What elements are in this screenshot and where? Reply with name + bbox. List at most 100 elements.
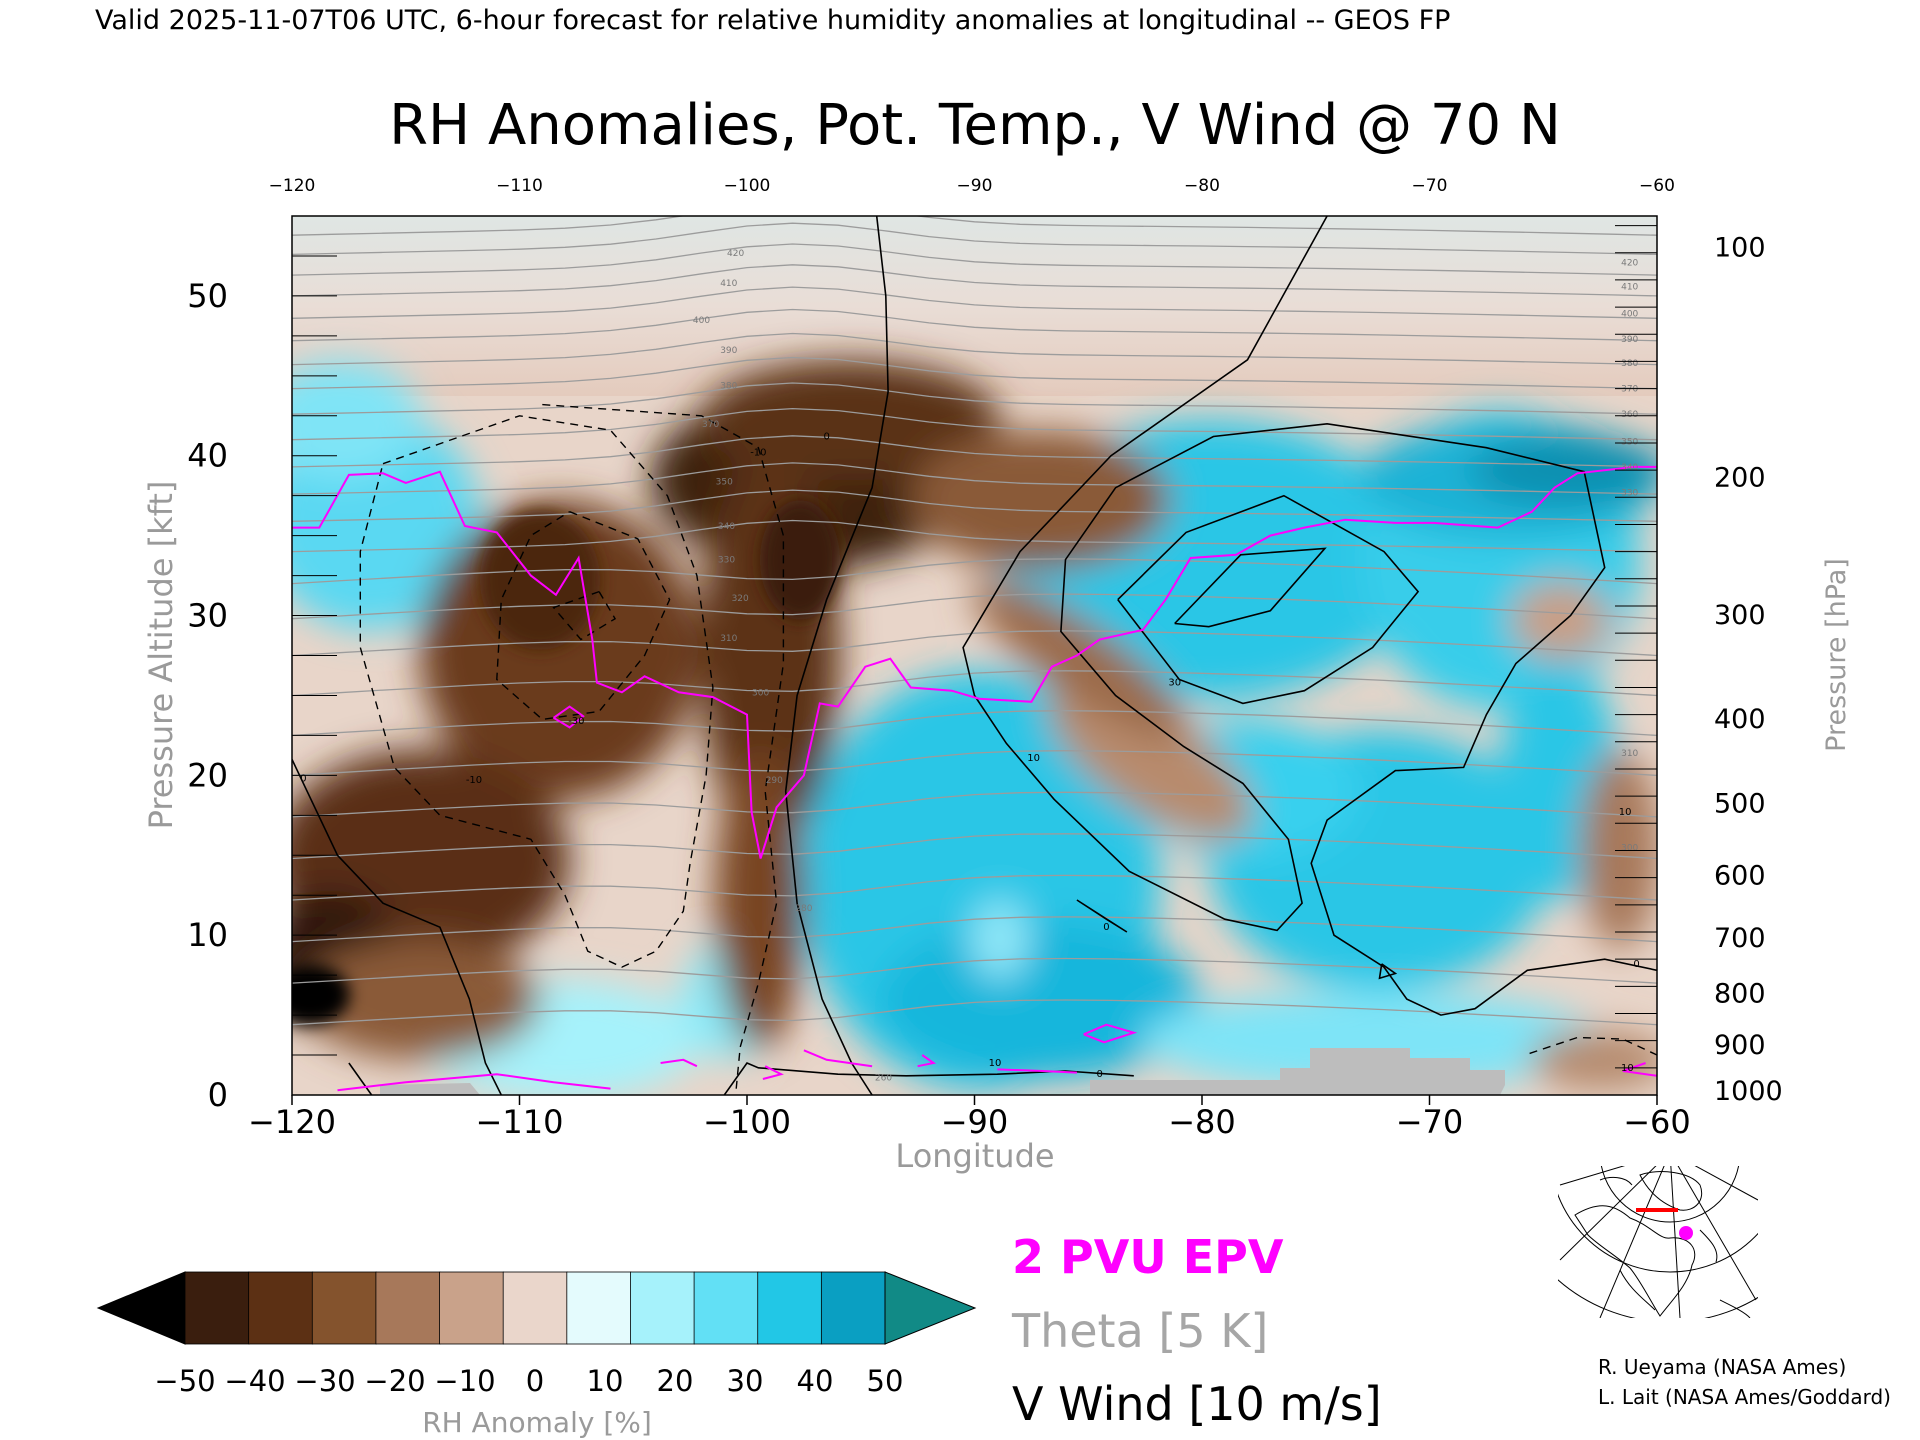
y-tick-label: 40 bbox=[187, 437, 228, 475]
pvu-line bbox=[337, 1073, 611, 1092]
legend-pvu: 2 PVU EPV bbox=[1012, 1230, 1284, 1284]
theta-line bbox=[292, 489, 1657, 522]
x-tick-label: −110 bbox=[476, 1103, 564, 1141]
pressure-tick-label: 1000 bbox=[1714, 1076, 1783, 1107]
colorbar: −50 −40 −30 −20 −10 0 10 20 30 40 50 bbox=[96, 1271, 977, 1398]
colorbar-tick-label: 30 bbox=[727, 1364, 764, 1398]
pvu-line bbox=[997, 1068, 1077, 1074]
wind-contour bbox=[784, 216, 889, 1095]
theta-line bbox=[292, 519, 1657, 553]
top-tick-label: −110 bbox=[496, 176, 543, 196]
theta-label: 400 bbox=[693, 316, 710, 326]
credit-line-1: R. Ueyama (NASA Ames) bbox=[1598, 1355, 1846, 1379]
theta-line bbox=[292, 957, 1657, 984]
theta-line bbox=[292, 999, 1657, 1026]
y-axis-left: 0 10 20 30 40 50 bbox=[187, 215, 337, 1114]
theta-label: 310 bbox=[720, 634, 737, 644]
theta-line bbox=[292, 833, 1657, 860]
colorbar-tick-label: −30 bbox=[294, 1364, 355, 1398]
inset-map bbox=[1558, 1166, 1758, 1318]
theta-label: 330 bbox=[718, 556, 735, 566]
wind-label: 30 bbox=[1168, 678, 1181, 689]
colorbar-tick-label: 0 bbox=[526, 1364, 544, 1398]
wind-label: 0 bbox=[1103, 922, 1109, 933]
chart-title: RH Anomalies, Pot. Temp., V Wind @ 70 N bbox=[389, 93, 1561, 158]
theta-line bbox=[292, 407, 1657, 441]
theta-label: 400 bbox=[1621, 309, 1638, 319]
theta-line bbox=[292, 222, 1657, 256]
colorbar-segment bbox=[693, 1271, 759, 1345]
wind-contour-negative bbox=[1529, 1036, 1657, 1056]
top-tick-label: −70 bbox=[1412, 176, 1448, 196]
theta-line bbox=[292, 243, 1657, 276]
colorbar-tick-label: 40 bbox=[797, 1364, 834, 1398]
colorbar-under bbox=[96, 1271, 186, 1345]
colorbar-over bbox=[884, 1271, 977, 1345]
theta-label: 300 bbox=[1621, 843, 1638, 853]
theta-label: 260 bbox=[875, 1073, 892, 1083]
theta-label: 380 bbox=[1621, 359, 1638, 369]
theta-line bbox=[292, 332, 1657, 366]
theta-line bbox=[292, 670, 1657, 697]
theta-line bbox=[292, 593, 1657, 620]
pressure-tick-label: 400 bbox=[1714, 704, 1766, 735]
colorbar-segment bbox=[184, 1271, 250, 1345]
theta-line bbox=[292, 382, 1657, 415]
wind-contour-negative bbox=[496, 511, 671, 721]
colorbar-tick-label: −10 bbox=[434, 1364, 495, 1398]
theta-line bbox=[292, 558, 1657, 585]
pvu-line bbox=[1622, 1062, 1657, 1077]
pvu-line bbox=[803, 1049, 873, 1068]
theta-label: 310 bbox=[1621, 749, 1638, 759]
theta-label: 370 bbox=[702, 420, 719, 430]
colorbar-label: RH Anomaly [%] bbox=[422, 1406, 652, 1439]
wind-label: -30 bbox=[568, 716, 584, 727]
wind-label: -10 bbox=[750, 448, 766, 459]
y-tick-label: 10 bbox=[187, 916, 228, 954]
theta-line bbox=[292, 286, 1657, 319]
theta-line bbox=[292, 356, 1657, 390]
pvu-line bbox=[292, 465, 1657, 859]
wind-label: 0 bbox=[1633, 959, 1639, 970]
x-tick-label: −100 bbox=[703, 1103, 791, 1141]
top-tick-label: −90 bbox=[957, 176, 993, 196]
wind-label: 10 bbox=[1027, 753, 1040, 764]
theta-line bbox=[292, 216, 1657, 236]
wind-contour bbox=[1117, 494, 1420, 705]
wind-contour bbox=[348, 1062, 373, 1095]
colorbar-tick-label: 10 bbox=[587, 1364, 624, 1398]
colorbar-segment bbox=[566, 1271, 632, 1345]
colorbar-tick-label: 50 bbox=[867, 1364, 904, 1398]
wind-contour bbox=[1174, 547, 1327, 628]
colorbar-segment bbox=[439, 1271, 505, 1345]
theta-line bbox=[292, 264, 1657, 297]
theta-label: 370 bbox=[1621, 385, 1638, 395]
wind-label: 0 bbox=[300, 774, 306, 785]
wind-label: 10 bbox=[1619, 807, 1632, 818]
colorbar-tick-label: −50 bbox=[154, 1364, 215, 1398]
pressure-tick-label: 200 bbox=[1714, 463, 1766, 494]
x-tick-label: −70 bbox=[1396, 1103, 1464, 1141]
theta-label: 320 bbox=[732, 594, 749, 604]
wind-contour bbox=[962, 216, 1657, 1016]
y-axis-label-left: Pressure Altitude [kft] bbox=[142, 481, 180, 830]
topography bbox=[380, 1048, 1505, 1095]
pvu-line bbox=[1083, 1023, 1138, 1044]
theta-line bbox=[292, 916, 1657, 943]
theta-label: 330 bbox=[1621, 488, 1638, 498]
pvu-line bbox=[917, 1054, 937, 1068]
theta-contours bbox=[292, 216, 1657, 1026]
x-axis-top: −120 −110 −100 −90 −80 −70 −60 bbox=[269, 176, 1675, 196]
y-tick-label: 30 bbox=[187, 597, 228, 635]
pressure-tick-label: 800 bbox=[1714, 979, 1766, 1010]
wind-contour-negative bbox=[552, 590, 617, 641]
colorbar-segment bbox=[630, 1271, 695, 1345]
x-tick-label: −80 bbox=[1168, 1103, 1236, 1141]
theta-line bbox=[292, 435, 1657, 468]
theta-label: 360 bbox=[1621, 410, 1638, 420]
wind-contour-negative bbox=[542, 403, 785, 1095]
theta-label: 420 bbox=[727, 249, 744, 259]
colorbar-segment bbox=[757, 1271, 823, 1345]
wind-label: 0 bbox=[823, 432, 829, 443]
